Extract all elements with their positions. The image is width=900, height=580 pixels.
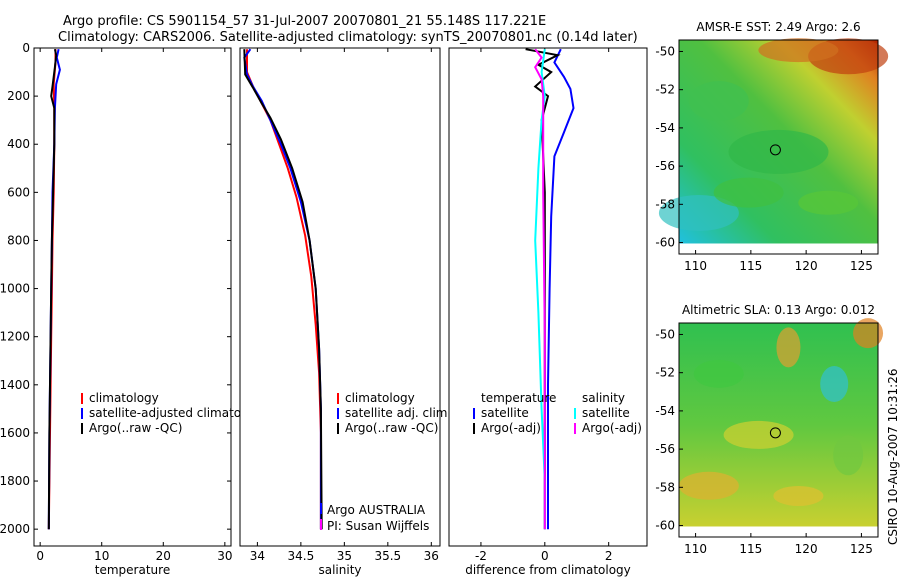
legend-entry: Argo(..raw -QC) xyxy=(345,421,438,435)
x-tick-label: 10 xyxy=(94,549,109,563)
series-line-cyan xyxy=(534,49,546,530)
x-axis-label: difference from climatology xyxy=(465,563,631,577)
map-y-tick-label: -54 xyxy=(655,121,675,135)
x-tick-label: 2 xyxy=(605,549,613,563)
annotation-text: Argo AUSTRALIA xyxy=(327,503,426,517)
x-tick-label: 34 xyxy=(250,549,265,563)
y-tick-label: 1800 xyxy=(0,474,30,488)
x-tick-label: 20 xyxy=(156,549,171,563)
y-tick-label: 2000 xyxy=(0,522,30,536)
plot-frame-0 xyxy=(33,47,232,547)
series-line-blue xyxy=(547,48,575,530)
legend-group-title: temperature xyxy=(481,391,556,405)
legend-group-title: salinity xyxy=(582,391,625,405)
y-tick-label: 1400 xyxy=(0,378,30,392)
map-y-tick-label: -54 xyxy=(655,404,675,418)
map-frame xyxy=(678,322,879,538)
header-line-1: Argo profile: CS 5901154_57 31-Jul-2007 … xyxy=(63,14,547,29)
annotation-text: PI: Susan Wijffels xyxy=(327,519,429,533)
legend-entry: satellite adj. clim. xyxy=(345,406,451,420)
map-texture xyxy=(853,318,884,349)
map-y-tick-label: -56 xyxy=(655,159,675,173)
map-x-tick-label: 110 xyxy=(684,259,707,273)
map-y-tick-label: -52 xyxy=(655,366,675,380)
map-y-tick-label: -52 xyxy=(655,83,675,97)
map-y-tick-label: -50 xyxy=(655,327,675,341)
map-texture xyxy=(728,129,829,174)
legend-entry: satellite-adjusted climatology xyxy=(89,406,267,420)
series-line-black xyxy=(243,49,323,530)
map-texture xyxy=(776,327,801,368)
map-y-tick-label: -58 xyxy=(655,480,675,494)
map-texture xyxy=(678,471,739,500)
series-line-black xyxy=(47,48,58,530)
header-line-2: Climatology: CARS2006. Satellite-adjuste… xyxy=(58,30,638,45)
map-title: AMSR-E SST: 2.49 Argo: 2.6 xyxy=(696,20,860,34)
map-texture xyxy=(688,81,749,122)
legend-entry: Argo(-adj) xyxy=(582,421,642,435)
map-texture xyxy=(833,435,864,476)
map-x-tick-label: 115 xyxy=(739,259,762,273)
map-x-tick-label: 120 xyxy=(795,542,818,556)
y-tick-label: 1000 xyxy=(0,282,30,296)
map-title: Altimetric SLA: 0.13 Argo: 0.012 xyxy=(682,303,875,317)
y-tick-label: 600 xyxy=(7,185,30,199)
map-texture xyxy=(820,366,849,403)
y-tick-label: 0 xyxy=(22,41,30,55)
legend-entry: climatology xyxy=(89,391,159,405)
map-x-tick-label: 115 xyxy=(739,542,762,556)
series-line-magenta xyxy=(534,48,546,530)
legend-entry: satellite xyxy=(582,406,630,420)
y-tick-label: 800 xyxy=(7,233,30,247)
map-texture xyxy=(773,485,824,506)
argo-position-marker xyxy=(769,427,781,439)
legend-entry: Argo(-adj) xyxy=(481,421,541,435)
map-x-tick-label: 110 xyxy=(684,542,707,556)
x-axis-label: temperature xyxy=(95,563,170,577)
map-x-tick-label: 125 xyxy=(850,259,873,273)
map-y-tick-label: -56 xyxy=(655,442,675,456)
side-stamp: CSIRO 10-Aug-2007 10:31:26 xyxy=(886,368,900,545)
x-tick-label: 35.5 xyxy=(374,549,401,563)
legend-entry: climatology xyxy=(345,391,415,405)
legend-entry: satellite xyxy=(481,406,529,420)
map-frame xyxy=(678,39,879,255)
map-y-tick-label: -50 xyxy=(655,44,675,58)
x-tick-label: 35 xyxy=(337,549,352,563)
argo-position-marker xyxy=(769,144,781,156)
x-tick-label: 34.5 xyxy=(288,549,315,563)
map-texture xyxy=(798,190,859,215)
map-y-tick-label: -60 xyxy=(655,519,675,533)
x-tick-label: -2 xyxy=(475,549,487,563)
plot-frame-1 xyxy=(239,47,441,547)
map-texture xyxy=(713,177,784,208)
y-tick-label: 200 xyxy=(7,89,30,103)
y-tick-label: 400 xyxy=(7,137,30,151)
x-tick-label: 0 xyxy=(541,549,549,563)
map-texture xyxy=(723,420,794,449)
map-x-tick-label: 120 xyxy=(795,259,818,273)
map-y-tick-label: -58 xyxy=(655,197,675,211)
map-texture xyxy=(758,38,839,63)
x-axis-label: salinity xyxy=(318,563,361,577)
legend-entry: Argo(..raw -QC) xyxy=(89,421,182,435)
x-tick-label: 36 xyxy=(424,549,439,563)
map-y-tick-label: -60 xyxy=(655,236,675,250)
y-tick-label: 1200 xyxy=(0,330,30,344)
x-tick-label: 30 xyxy=(217,549,232,563)
map-texture xyxy=(693,359,744,388)
y-tick-label: 1600 xyxy=(0,426,30,440)
x-tick-label: 0 xyxy=(36,549,44,563)
map-x-tick-label: 125 xyxy=(850,542,873,556)
